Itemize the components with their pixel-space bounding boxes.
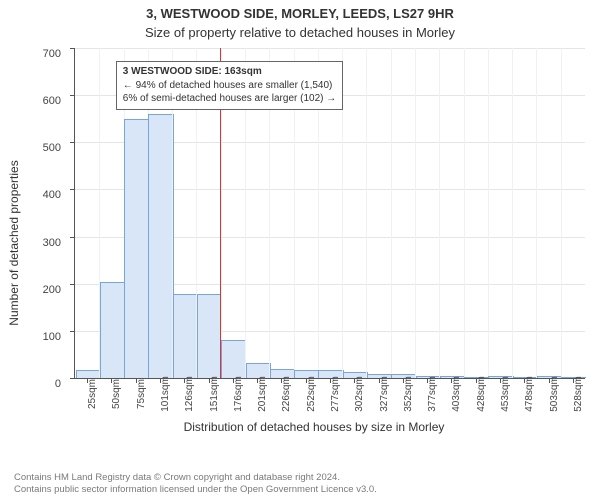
annotation-line1: 3 WESTWOOD SIDE: 163sqm	[123, 65, 336, 79]
plot-area: 010020030040050060070025sqm50sqm75sqm101…	[74, 48, 585, 379]
y-tick-mark	[70, 237, 75, 238]
histogram-bar	[221, 340, 246, 378]
annotation-box: 3 WESTWOOD SIDE: 163sqm ← 94% of detache…	[116, 61, 343, 110]
histogram-bar	[100, 282, 125, 378]
y-tick-mark	[70, 284, 75, 285]
histogram-bar	[197, 294, 222, 378]
chart-stage: Number of detached properties 0100200300…	[40, 48, 588, 438]
annotation-line3: 6% of semi-detached houses are larger (1…	[123, 92, 336, 106]
chart-title-main: 3, WESTWOOD SIDE, MORLEY, LEEDS, LS27 9H…	[0, 0, 600, 21]
gridline-h	[75, 48, 585, 49]
histogram-bar	[124, 119, 149, 378]
gridline-v	[536, 48, 537, 378]
gridline-v	[512, 48, 513, 378]
gridline-v	[464, 48, 465, 378]
gridline-v	[415, 48, 416, 378]
histogram-bar	[148, 114, 173, 378]
chart-container: 3, WESTWOOD SIDE, MORLEY, LEEDS, LS27 9H…	[0, 0, 600, 500]
chart-title-sub: Size of property relative to detached ho…	[0, 21, 600, 40]
histogram-bar	[173, 294, 198, 378]
gridline-v	[391, 48, 392, 378]
y-tick-mark	[70, 378, 75, 379]
gridline-v	[366, 48, 367, 378]
footer-attribution: Contains HM Land Registry data © Crown c…	[14, 472, 377, 496]
y-tick-mark	[70, 48, 75, 49]
y-tick-mark	[70, 142, 75, 143]
x-axis-label: Distribution of detached houses by size …	[184, 420, 445, 434]
y-tick-mark	[70, 95, 75, 96]
gridline-v	[439, 48, 440, 378]
footer-line1: Contains HM Land Registry data © Crown c…	[14, 472, 377, 484]
annotation-line2: ← 94% of detached houses are smaller (1,…	[123, 79, 336, 93]
histogram-bar	[76, 370, 101, 378]
y-tick-mark	[70, 331, 75, 332]
gridline-v	[488, 48, 489, 378]
gridline-v	[561, 48, 562, 378]
footer-line2: Contains public sector information licen…	[14, 484, 377, 496]
y-tick-mark	[70, 189, 75, 190]
